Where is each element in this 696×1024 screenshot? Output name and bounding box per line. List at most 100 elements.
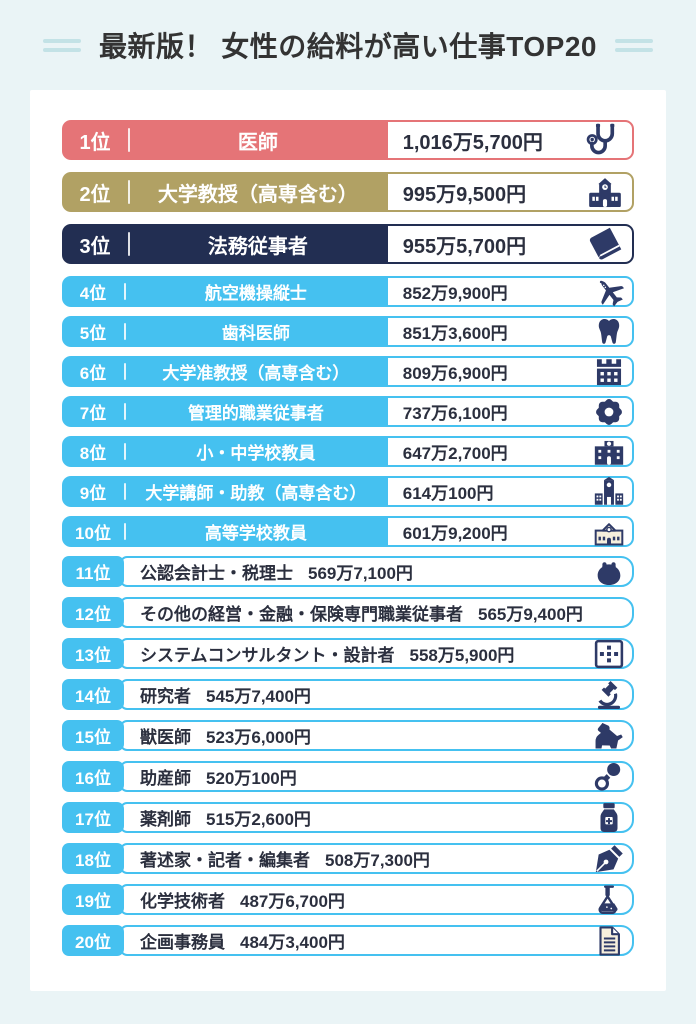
- job-label: 小・中学校教員: [196, 444, 316, 463]
- job-label: 医師: [237, 131, 278, 154]
- rank-divider: [124, 282, 126, 301]
- job-label: 高等学校教員: [204, 524, 307, 543]
- ranking-card: 1位 医師 1,016万5,700円 2位 大学教授（高専含む） 995万9,500円 3位…: [30, 90, 666, 991]
- airplane-icon: [592, 275, 626, 309]
- rank-divider: [124, 322, 126, 341]
- salary-value: 955万5,700円: [402, 235, 527, 258]
- job-label: 研究者: [140, 687, 191, 706]
- page-title: 最新版！ 女性の給料が高い仕事TOP20: [99, 31, 597, 62]
- rank-label: 3位: [79, 235, 111, 258]
- rank-label: 7位: [79, 404, 107, 423]
- rank-badge: 16位: [62, 761, 124, 792]
- job-label: 薬剤師: [140, 810, 191, 829]
- salary-value: 484万3,400円: [240, 933, 345, 952]
- ranking-row: 20位 企画事務員 484万3,400円: [62, 925, 634, 956]
- rank-label: 9位: [79, 484, 107, 503]
- rank-label: 1位: [79, 131, 111, 154]
- job-salary-bar: 著述家・記者・編集者 508万7,300円: [120, 843, 634, 874]
- rank-label: 6位: [79, 364, 107, 383]
- rank-badge: 12位: [62, 597, 124, 628]
- rank-divider: [128, 232, 130, 256]
- rank-badge: 17位: [62, 802, 124, 833]
- job-label: 航空機操縦士: [204, 284, 307, 303]
- job-label: 助産師: [140, 769, 191, 788]
- job-label: 公認会計士・税理士: [140, 564, 293, 583]
- salary-section: 614万100円: [385, 476, 634, 507]
- ranking-row: 16位 助産師 520万100円: [62, 761, 634, 792]
- ranking-row: 17位 薬剤師 515万2,600円: [62, 802, 634, 833]
- ranking-row: 4位 航空機操縦士 852万9,900円: [62, 276, 634, 307]
- rank-job-section: 3位 法務従事者: [62, 224, 386, 264]
- title-decoration-right-icon: [614, 38, 653, 52]
- job-label: 企画事務員: [140, 933, 225, 952]
- salary-section: 737万6,100円: [385, 396, 634, 427]
- ranking-row: 7位 管理的職業従事者 737万6,100円: [62, 396, 634, 427]
- rank-label: 4位: [79, 284, 107, 303]
- salary-value: 569万7,100円: [308, 564, 413, 583]
- salary-value: 545万7,400円: [206, 687, 311, 706]
- salary-section: 601万9,200円: [385, 515, 634, 549]
- salary-value: 565万9,400円: [478, 605, 583, 624]
- rank-badge: 20位: [62, 925, 124, 956]
- job-label: 管理的職業従事者: [187, 404, 324, 423]
- salary-value: 995万9,500円: [402, 183, 527, 206]
- salary-value: 852万9,900円: [402, 284, 508, 303]
- job-salary-bar: 助産師 520万100円: [120, 761, 634, 792]
- job-salary-bar: 化学技術者 487万6,700円: [120, 884, 634, 915]
- job-salary-bar: 公認会計士・税理士 569万7,100円: [120, 556, 634, 587]
- job-label: 化学技術者: [140, 892, 225, 911]
- rank-job-section: 5位 歯科医師: [62, 316, 386, 347]
- school-building-icon: [592, 435, 626, 469]
- office-building-icon: [592, 355, 626, 389]
- ranking-row: 12位 その他の経営・金融・保険専門職業従事者 565万9,400円: [62, 597, 634, 628]
- law-book-icon: [586, 225, 624, 263]
- system-icon: [592, 637, 626, 671]
- rank-divider: [124, 362, 126, 381]
- rank-job-section: 9位 大学講師・助教（高専含む）: [62, 476, 386, 507]
- job-salary-bar: 獣医師 523万6,000円: [120, 720, 634, 751]
- salary-section: 1,016万5,700円: [385, 120, 634, 160]
- rank-divider: [124, 402, 126, 421]
- ranking-row: 19位 化学技術者 487万6,700円: [62, 884, 634, 915]
- salary-value: 523万6,000円: [206, 728, 311, 747]
- job-label: 歯科医師: [221, 324, 290, 343]
- ranking-row: 9位 大学講師・助教（高専含む） 614万100円: [62, 476, 634, 507]
- job-label: 法務従事者: [207, 235, 308, 258]
- salary-value: 647万2,700円: [402, 444, 508, 463]
- salary-section: 809万6,900円: [385, 355, 634, 389]
- job-label: 大学講師・助教（高専含む）: [145, 484, 367, 503]
- school-clock-icon: [586, 173, 624, 211]
- rank-badge: 15位: [62, 720, 124, 751]
- salary-value: 520万100円: [206, 769, 297, 788]
- rank-divider: [124, 522, 126, 541]
- rank-job-section: 4位 航空機操縦士: [62, 276, 386, 307]
- stethoscope-icon: [586, 121, 624, 159]
- salary-value: 601万9,200円: [402, 524, 508, 543]
- salary-value: 851万3,600円: [402, 324, 508, 343]
- highschool-building-icon: [592, 515, 626, 549]
- rank-badge: 11位: [62, 556, 124, 587]
- job-label: 大学教授（高専含む）: [157, 183, 358, 206]
- rank-badge: 18位: [62, 843, 124, 874]
- rank-divider: [128, 128, 130, 152]
- title-decoration-left-icon: [43, 38, 81, 52]
- ranking-row: 14位 研究者 545万7,400円: [62, 679, 634, 710]
- salary-section: 647万2,700円: [385, 435, 634, 469]
- rank-job-section: 7位 管理的職業従事者: [62, 396, 386, 427]
- salary-value: 737万6,100円: [402, 404, 508, 423]
- salary-section: 852万9,900円: [385, 275, 634, 309]
- job-salary-bar: システムコンサルタント・設計者 558万5,900円: [120, 638, 634, 669]
- ranking-row: 18位 著述家・記者・編集者 508万7,300円: [62, 843, 634, 874]
- ranking-row: 2位 大学教授（高専含む） 995万9,500円: [62, 172, 634, 212]
- microscope-icon: [592, 678, 626, 712]
- job-salary-bar: その他の経営・金融・保険専門職業従事者 565万9,400円: [120, 597, 634, 628]
- salary-section: 955万5,700円: [385, 224, 634, 264]
- ranking-row: 1位 医師 1,016万5,700円: [62, 120, 634, 160]
- ranking-row: 11位 公認会計士・税理士 569万7,100円: [62, 556, 634, 587]
- flask-icon: [592, 883, 626, 917]
- job-label: システムコンサルタント・設計者: [140, 646, 395, 665]
- job-salary-bar: 研究者 545万7,400円: [120, 679, 634, 710]
- tooth-icon: [592, 315, 626, 349]
- salary-value: 614万100円: [402, 484, 494, 503]
- rank-job-section: 8位 小・中学校教員: [62, 436, 386, 467]
